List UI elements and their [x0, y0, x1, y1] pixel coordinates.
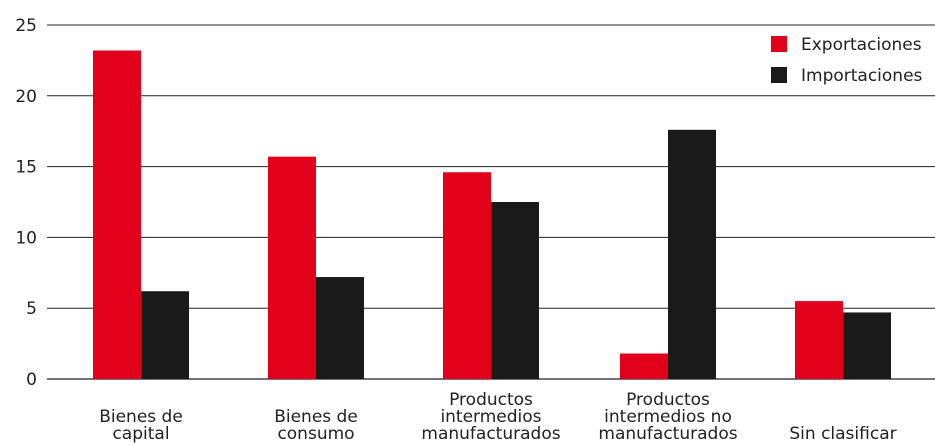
- bar-importaciones-0: [141, 291, 189, 379]
- x-category-label: Bienes de capital: [99, 407, 183, 444]
- y-tick-label: 20: [15, 87, 37, 107]
- bars: [93, 50, 891, 379]
- x-category-label-line: manufacturados: [598, 424, 737, 444]
- x-category-label-line: Bienes de: [274, 407, 358, 427]
- y-tick-label: 0: [26, 370, 37, 390]
- x-category-label: Productos intermedios manufacturados: [421, 390, 560, 444]
- bar-exportaciones-2: [443, 172, 491, 379]
- x-category-label: Sin clasificar: [789, 424, 896, 444]
- y-tick-label: 5: [26, 299, 37, 319]
- x-category-label: Bienes de consumo: [274, 407, 358, 444]
- x-category-label-line: intermedios no: [604, 407, 732, 427]
- bar-exportaciones-1: [268, 156, 316, 379]
- y-tick-label: 25: [15, 16, 37, 36]
- x-category-label-line: Bienes de: [99, 407, 183, 427]
- y-axis-tick-labels: 0 5 10 15 20 25: [15, 16, 37, 390]
- x-category-label-line: consumo: [277, 424, 354, 444]
- x-category-label-line: manufacturados: [421, 424, 560, 444]
- bar-importaciones-1: [316, 277, 364, 379]
- legend: Exportaciones Importaciones: [771, 35, 923, 86]
- x-category-label-line: capital: [112, 424, 169, 444]
- legend-label-exportaciones: Exportaciones: [801, 35, 922, 55]
- x-category-label-line: Sin clasificar: [789, 424, 896, 444]
- x-category-label-line: Productos: [449, 390, 533, 410]
- y-tick-label: 10: [15, 228, 37, 248]
- bar-exportaciones-0: [93, 50, 141, 379]
- y-tick-label: 15: [15, 158, 37, 178]
- bar-importaciones-3: [668, 129, 716, 379]
- x-category-label-line: Productos: [626, 390, 710, 410]
- bar-importaciones-2: [491, 202, 539, 379]
- bar-importaciones-4: [843, 312, 891, 379]
- x-category-label-line: intermedios: [440, 407, 541, 427]
- bar-exportaciones-3: [620, 353, 668, 379]
- bar-exportaciones-4: [795, 301, 843, 379]
- legend-label-importaciones: Importaciones: [801, 66, 923, 86]
- x-category-label: Productos intermedios no manufacturados: [598, 390, 737, 444]
- legend-swatch-importaciones: [771, 67, 787, 83]
- legend-swatch-exportaciones: [771, 36, 787, 52]
